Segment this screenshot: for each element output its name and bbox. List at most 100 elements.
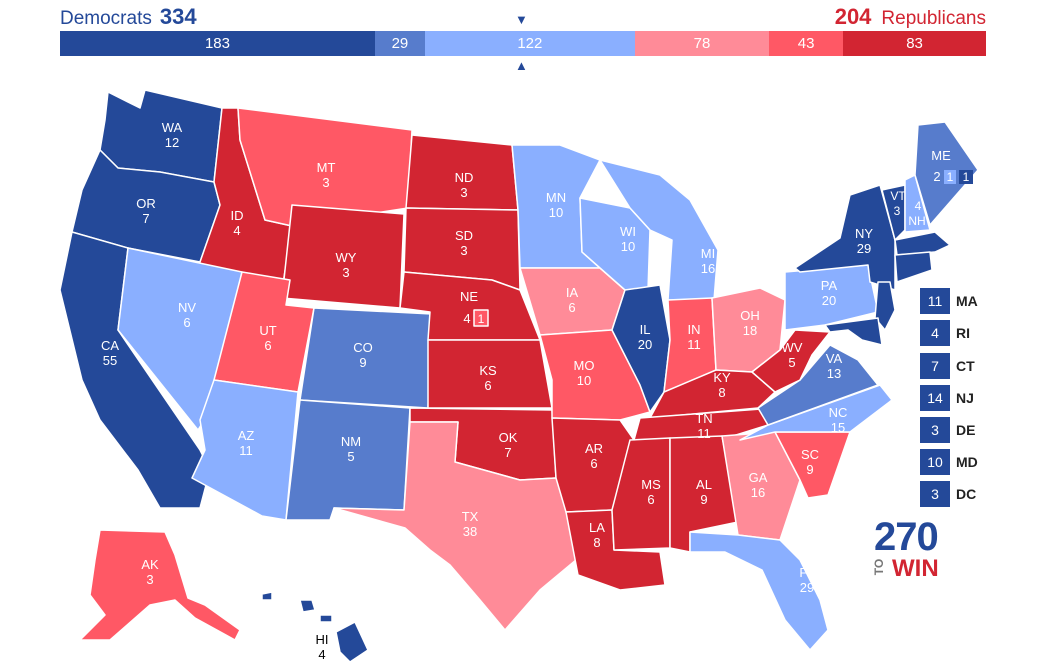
marker-270-top-icon: ▼ (515, 12, 528, 27)
state-label-tx: TX (462, 509, 479, 524)
state-label-ny: NY (855, 226, 873, 241)
state-votes-sd: 3 (460, 243, 467, 258)
state-label-ca: CA (101, 338, 119, 353)
small-state-md[interactable]: 10 MD (920, 449, 1030, 475)
state-az[interactable] (191, 379, 299, 521)
me-district-2-value: 1 (963, 170, 970, 184)
small-state-label-ct: CT (956, 358, 975, 374)
state-votes-la: 8 (593, 535, 600, 550)
state-label-ga: GA (749, 470, 768, 485)
state-votes-vt: 3 (894, 204, 901, 218)
small-state-de[interactable]: 3 DE (920, 417, 1030, 443)
state-votes-ak: 3 (146, 572, 153, 587)
logo-win: WIN (892, 555, 939, 582)
state-label-or: OR (136, 196, 156, 211)
state-votes-ky: 8 (718, 385, 725, 400)
state-ms[interactable] (611, 437, 671, 551)
state-votes-fl: 29 (800, 580, 814, 595)
270towin-logo[interactable]: 270 TO WIN (872, 516, 952, 582)
state-label-nh: NH (908, 214, 925, 228)
small-state-votes-ma: 11 (920, 288, 950, 314)
state-votes-ar: 6 (590, 456, 597, 471)
state-label-ar: AR (585, 441, 603, 456)
small-state-votes-dc: 3 (920, 481, 950, 507)
bar-segment-safe-rep: 83 (843, 31, 986, 56)
state-label-sc: SC (801, 447, 819, 462)
state-votes-id: 4 (233, 223, 240, 238)
bar-segment-likely-rep: 43 (769, 31, 844, 56)
small-state-nj[interactable]: 14 NJ (920, 385, 1030, 411)
state-md-shape[interactable] (824, 317, 883, 346)
state-wv[interactable] (751, 329, 831, 393)
state-label-mo: MO (574, 358, 595, 373)
state-ma-shape[interactable] (894, 231, 951, 256)
small-state-dc[interactable]: 3 DC (920, 481, 1030, 507)
state-votes-ga: 16 (751, 485, 765, 500)
republicans-label: Republicans (881, 8, 986, 29)
republicans-total: 204 (834, 4, 872, 29)
small-state-ct[interactable]: 7 CT (920, 353, 1030, 379)
state-fl[interactable] (689, 531, 829, 651)
state-label-nm: NM (341, 434, 361, 449)
state-label-nc: NC (829, 405, 848, 420)
state-nc[interactable] (739, 384, 893, 441)
small-state-votes-md: 10 (920, 449, 950, 475)
bar-segment-lean-dem: 122 (424, 31, 635, 56)
state-label-il: IL (640, 322, 651, 337)
small-state-label-md: MD (956, 454, 978, 470)
state-hi[interactable] (261, 591, 369, 663)
state-votes-ia: 6 (568, 300, 575, 315)
state-ct-shape[interactable] (894, 251, 933, 283)
state-votes-or: 7 (142, 211, 149, 226)
state-label-sd: SD (455, 228, 473, 243)
state-label-hi: HI (316, 632, 329, 647)
state-label-fl: FL (799, 565, 814, 580)
state-votes-ne: 4 (463, 311, 470, 326)
state-label-pa: PA (821, 278, 838, 293)
state-votes-ca: 55 (103, 353, 117, 368)
state-votes-nv: 6 (183, 315, 190, 330)
electoral-vote-bar: 183 29 122 78 43 83 (60, 31, 986, 56)
small-state-votes-nj: 14 (920, 385, 950, 411)
state-label-ok: OK (499, 430, 518, 445)
state-label-oh: OH (740, 308, 760, 323)
state-label-wv: WV (782, 340, 803, 355)
state-label-nd: ND (455, 170, 474, 185)
democrats-total: 334 (159, 4, 197, 29)
small-state-label-de: DE (956, 422, 976, 438)
state-label-ia: IA (566, 285, 579, 300)
state-label-tn: TN (695, 411, 712, 426)
state-tx[interactable] (333, 421, 577, 631)
state-votes-pa: 20 (822, 293, 836, 308)
state-label-wi: WI (620, 224, 636, 239)
small-state-votes-de: 3 (920, 417, 950, 443)
state-votes-mt: 3 (322, 175, 329, 190)
state-nh[interactable] (904, 174, 931, 233)
ne-district-value: 1 (478, 312, 485, 326)
state-nj-shape[interactable] (874, 281, 896, 331)
state-votes-tx: 38 (463, 524, 477, 539)
state-votes-mo: 10 (577, 373, 591, 388)
state-il[interactable] (611, 284, 671, 413)
state-votes-va: 13 (827, 366, 841, 381)
small-state-ma[interactable]: 11 MA (920, 288, 1030, 314)
state-votes-wa: 12 (165, 135, 179, 150)
small-state-votes-ct: 7 (920, 353, 950, 379)
state-label-va: VA (826, 351, 843, 366)
state-label-ne: NE (460, 289, 478, 304)
state-label-az: AZ (238, 428, 255, 443)
small-state-ri[interactable]: 4 RI (920, 320, 1030, 346)
state-votes-mi: 16 (701, 261, 715, 276)
state-votes-sc: 9 (806, 462, 813, 477)
state-ne-district-shape (473, 309, 489, 327)
state-label-ak: AK (141, 557, 159, 572)
me-district-1-value: 1 (947, 170, 954, 184)
state-votes-mn: 10 (549, 205, 563, 220)
democrats-header: Democrats 334 (60, 4, 197, 30)
logo-number: 270 (874, 515, 939, 559)
state-label-ks: KS (479, 363, 497, 378)
state-label-ut: UT (259, 323, 276, 338)
state-label-vt: VT (890, 189, 906, 203)
state-ak[interactable] (79, 529, 241, 641)
small-state-votes-ri: 4 (920, 320, 950, 346)
